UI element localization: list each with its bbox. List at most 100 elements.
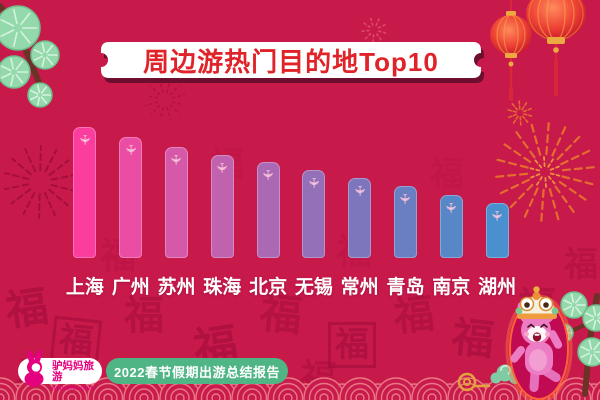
airplane-icon: ✈	[214, 162, 231, 174]
page-title: 周边游热门目的地Top10	[143, 46, 439, 77]
bar-chart: ✈ ✈ ✈ ✈ ✈ ✈ ✈ ✈ ✈ ✈	[62, 120, 520, 258]
bar-slot: ✈	[337, 120, 383, 258]
lanterns-icon	[490, 0, 586, 101]
bar-4: ✈	[210, 155, 234, 258]
pine-fan-icon	[0, 5, 41, 51]
wave-scallop	[242, 388, 262, 400]
wave-scallop	[206, 388, 226, 400]
airplane-icon: ✈	[397, 193, 414, 205]
bar-10: ✈	[485, 203, 509, 258]
wave-scallop	[211, 393, 221, 400]
banner-ticket-shape	[94, 42, 488, 78]
wave-scallop	[98, 388, 118, 400]
firework-icon	[492, 118, 598, 225]
wave-scallop	[0, 393, 5, 400]
wave-scallop	[350, 388, 370, 400]
fu-watermark: 福	[564, 246, 598, 284]
bar-1: ✈	[73, 127, 97, 258]
wave-scallop	[560, 382, 592, 400]
wave-scallop	[283, 393, 293, 400]
wave-scallop	[355, 393, 365, 400]
gold-cloud-icon	[457, 372, 491, 392]
firework-icon	[360, 16, 388, 44]
airplane-icon: ✈	[351, 185, 368, 197]
wave-scallop	[26, 388, 46, 400]
pine-fan-icon	[27, 82, 53, 108]
title-banner: 周边游热门目的地Top10	[94, 42, 488, 78]
pine-fan-icon	[30, 40, 60, 70]
firework-icon	[529, 156, 561, 188]
bar-slot: ✈	[428, 120, 474, 258]
firework-icon	[144, 79, 186, 121]
airplane-icon: ✈	[489, 210, 506, 222]
wave-scallop	[103, 393, 113, 400]
wave-scallop	[488, 382, 520, 400]
x-axis-label: 南京	[432, 277, 471, 298]
x-axis-label: 上海	[65, 277, 104, 298]
x-axis-label: 湖州	[478, 277, 517, 298]
bar-7: ✈	[348, 178, 372, 258]
pine-fan-icon	[582, 304, 600, 332]
fu-watermark: 福	[328, 322, 376, 368]
bar-slot: ✈	[108, 120, 154, 258]
wave-scallop	[314, 388, 334, 400]
wave-scallop	[175, 393, 185, 400]
airplane-icon: ✈	[76, 134, 93, 146]
bar-slot: ✈	[245, 120, 291, 258]
wave-scallop	[308, 382, 340, 400]
wave-scallop	[319, 393, 329, 400]
bar-slot: ✈	[62, 120, 108, 258]
wave-scallop	[247, 393, 257, 400]
wave-scallop	[344, 382, 376, 400]
airplane-icon: ✈	[168, 154, 185, 166]
bar-slot: ✈	[154, 120, 200, 258]
wave-scallop	[67, 393, 77, 400]
bar-2: ✈	[119, 137, 143, 258]
wave-scallop	[452, 382, 484, 400]
wave-scallop	[386, 388, 406, 400]
wave-scallop	[380, 382, 412, 400]
wave-scallop	[31, 393, 41, 400]
airplane-icon: ✈	[260, 169, 277, 181]
fu-watermark: 福	[430, 156, 464, 194]
bar-slot: ✈	[474, 120, 520, 258]
wave-scallop	[499, 393, 509, 400]
wave-scallop	[571, 393, 581, 400]
bar-3: ✈	[164, 147, 188, 258]
wave-scallop	[463, 393, 473, 400]
pine-fan-icon	[560, 291, 588, 319]
brand-logo: 驴妈妈旅游 lvmama.com	[18, 349, 102, 392]
wave-scallop	[92, 382, 124, 400]
bar-8: ✈	[393, 186, 417, 258]
wave-scallop	[391, 393, 401, 400]
lion-dance-mascot	[505, 286, 573, 400]
wave-scallop	[134, 388, 154, 400]
x-axis-label: 青岛	[386, 277, 425, 298]
wave-scallop	[422, 388, 442, 400]
bar-slot: ✈	[199, 120, 245, 258]
pine-fan-icon	[577, 337, 600, 367]
wave-scallop	[62, 388, 82, 400]
wave-scallop	[566, 388, 586, 400]
firework-icon	[507, 100, 533, 126]
airplane-icon: ✈	[122, 144, 139, 156]
bar-6: ✈	[302, 170, 326, 258]
fu-watermark: 福	[124, 294, 164, 338]
bar-slot: ✈	[383, 120, 429, 258]
pine-fan-icon	[0, 55, 31, 89]
firework-icon	[3, 145, 77, 219]
x-axis-label: 苏州	[157, 277, 196, 298]
wave-scallop	[0, 388, 10, 400]
wave-scallop	[0, 382, 16, 400]
x-axis-label: 广州	[111, 277, 150, 298]
x-axis-label: 珠海	[203, 277, 242, 298]
x-axis-label: 北京	[249, 277, 288, 298]
bar-5: ✈	[256, 162, 280, 258]
fireworks-group	[3, 16, 598, 225]
x-axis-label: 无锡	[294, 277, 333, 298]
wave-scallop	[427, 393, 437, 400]
brand-name: 驴妈妈旅游	[52, 360, 94, 383]
